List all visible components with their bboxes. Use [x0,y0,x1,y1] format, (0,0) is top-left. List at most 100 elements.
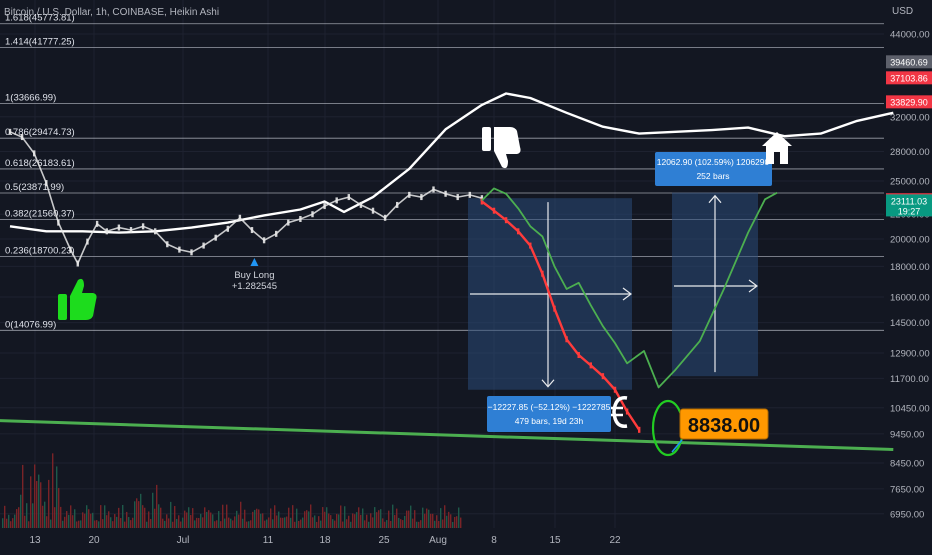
volume-bar [370,513,372,528]
volume-bar [154,508,156,528]
volume-bar [308,511,310,528]
volume-bar [418,521,420,528]
volume-bar [342,521,344,528]
projection-down-candle [480,198,484,205]
x-tick-label: 15 [549,535,561,546]
volume-bar [44,501,46,528]
volume-bar [8,514,10,528]
volume-bar [240,501,242,528]
price-candle [20,134,24,141]
overlay-curve [9,92,894,234]
volume-bar [444,505,446,528]
volume-bar [172,521,174,528]
volume-bar [106,515,108,528]
volume-bar [442,519,444,528]
price-candle [76,260,79,267]
price-tag[interactable] [886,71,932,85]
volume-bar [414,510,416,528]
measure-arrowhead-down [541,379,555,388]
measure-label-up-line2: 252 bars [696,171,729,181]
volume-bar [378,510,380,528]
volume-bar [310,504,312,528]
volume-bar [394,515,396,528]
volume-bar [396,508,398,528]
y-tick-label: 12900.00 [890,349,930,360]
measure-arrowhead-right [622,287,632,301]
volume-bar [86,505,88,528]
target-price-tag[interactable] [679,408,769,440]
thumbs-up-icon [58,278,97,320]
volume-bar [124,521,126,528]
volume-bar [274,505,276,528]
volume-bar [324,511,326,528]
price-candle [262,237,266,244]
price-candle [214,234,217,241]
volume-bar [28,521,30,528]
volume-bar [390,520,392,528]
volume-bar [112,521,114,528]
price-candle [129,227,133,234]
volume-bar [88,509,90,528]
volume-bar [12,518,14,528]
volume-bar [80,520,82,528]
volume-bar [152,492,154,528]
projection-down-candle [529,242,532,249]
price-candle [95,220,99,227]
volume-bar [82,512,84,528]
volume-bar [404,515,406,528]
volume-bar [186,512,188,528]
volume-bar [344,506,346,528]
volume-bar [388,510,390,528]
y-tick-label: 25000.00 [890,176,930,187]
price-candle [226,225,229,232]
price-tag[interactable] [886,194,932,217]
price-candle [250,227,254,234]
measure-label-down-line2: 479 bars, 19d 23h [515,416,584,426]
volume-bar [68,514,70,528]
price-candle [287,219,290,226]
volume-bar [18,507,20,528]
volume-bar [364,520,366,528]
measure-label-up-line1: 12062.90 (102.59%) 1206290 [657,157,770,167]
volume-bar [248,521,250,528]
volume-bar [4,505,6,528]
y-tick-label: 44000.00 [890,30,930,41]
volume-bar [114,514,116,528]
price-tag[interactable] [886,95,932,109]
volume-bar [300,519,302,528]
volume-bar [120,518,122,528]
annotations[interactable]: Buy Long+1.282545 −12227.85 (−52.12%) −12… [58,127,792,457]
volume-bar [312,517,314,528]
volume-bar [440,508,442,528]
volume-bar [458,507,460,528]
volume-bar [374,507,376,528]
volume-bar [98,521,100,528]
measure-label-up[interactable]: 12062.90 (102.59%) 1206290 252 bars [655,152,772,186]
price-candle [396,201,399,208]
volume-bar [178,515,180,528]
x-tick-label: 18 [319,535,331,546]
volume-bar [78,520,80,528]
volume-bar [270,508,272,528]
volume-bar [346,519,348,528]
volume-bar [102,519,104,528]
volume-bar [340,505,342,528]
volume-bar [408,510,410,528]
volume-bar [326,507,328,528]
price-tag[interactable] [886,55,932,69]
measure-label-down[interactable]: −12227.85 (−52.12%) −1222785 479 bars, 19… [487,396,611,432]
support-trendline [0,419,894,452]
price-candle [69,246,72,253]
measure-boxes[interactable] [468,192,758,390]
volume-bar [190,515,192,528]
volume-bar [30,476,32,528]
buy-value: +1.282545 [232,281,277,292]
price-candle [323,203,326,210]
volume-bar [136,498,138,528]
volume-bar [58,487,60,528]
price-tag-text: 23111.03 [891,196,927,206]
volume-bar [212,514,214,528]
volume-bar [70,505,72,528]
